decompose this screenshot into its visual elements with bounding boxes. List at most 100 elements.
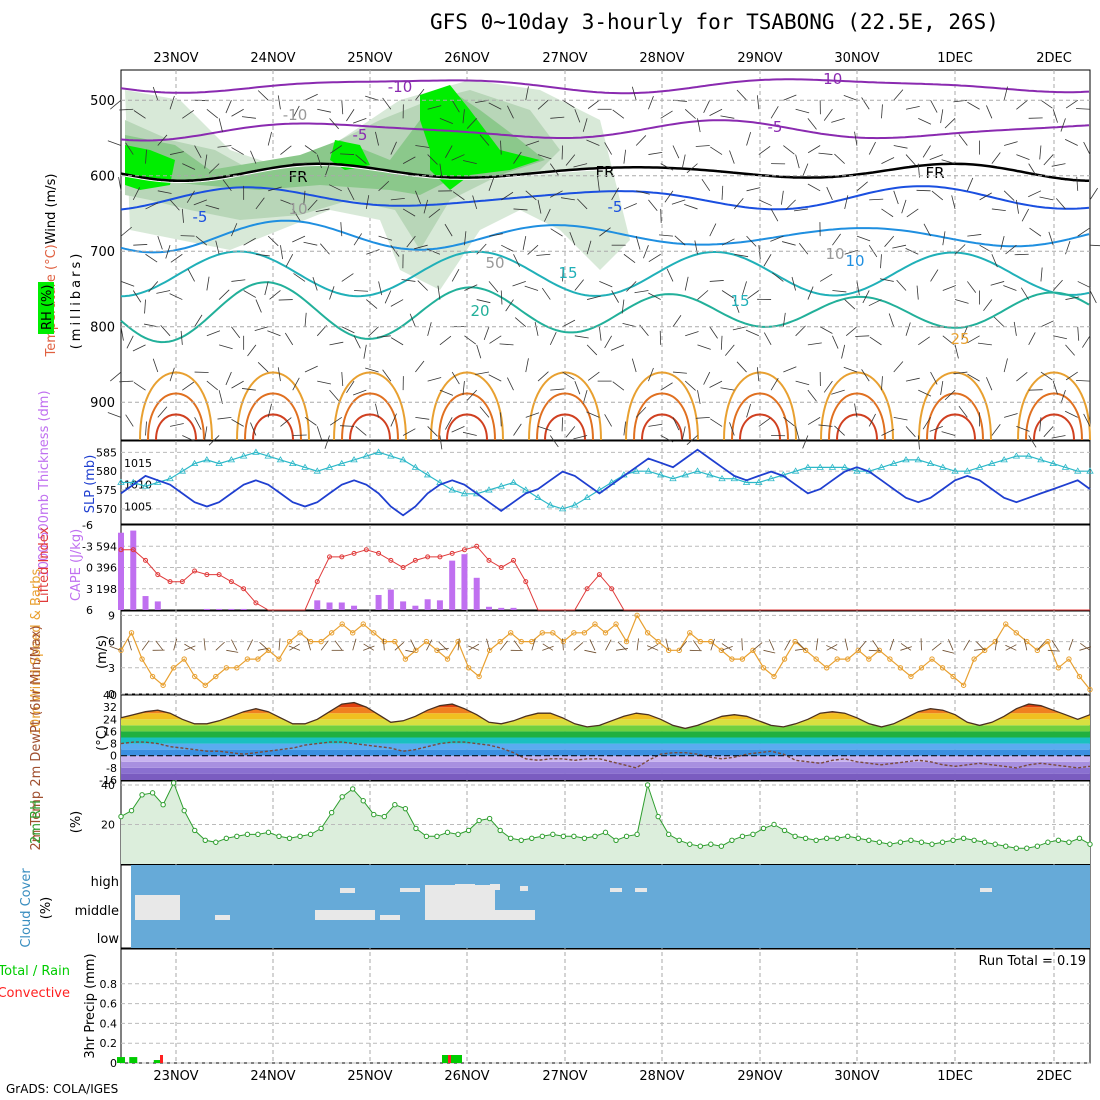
li-point	[143, 557, 149, 563]
wind-barb	[1040, 371, 1053, 381]
wind-barb	[685, 331, 699, 337]
date-label-bottom: 24NOV	[250, 1069, 295, 1084]
wind-barb	[905, 247, 919, 255]
rh-point	[560, 833, 567, 840]
wind-barb	[537, 99, 549, 110]
thickness-point	[289, 459, 297, 467]
wind-barb	[1040, 320, 1054, 328]
wind-barb	[770, 377, 779, 391]
wind-barb	[486, 638, 491, 651]
wind-barb	[257, 90, 269, 101]
wind-barb	[942, 335, 954, 345]
wind-speed-point	[623, 638, 630, 645]
cape-bar	[142, 596, 149, 610]
wind-barb	[783, 366, 797, 373]
thickness-point	[1074, 467, 1082, 474]
wind-barb	[466, 118, 478, 129]
upper-yunits: (millibars)	[69, 251, 84, 350]
wind-barb	[807, 118, 817, 130]
rh-point	[444, 829, 451, 836]
wind-speed-point	[971, 656, 977, 662]
thickness-point	[632, 467, 640, 474]
wind-barb	[292, 235, 306, 243]
contour-label: 20	[470, 302, 489, 320]
temp-band	[121, 749, 1090, 756]
wind-barb	[872, 640, 880, 651]
wind-barb	[264, 281, 269, 296]
wind-barb	[259, 641, 269, 651]
wind-barb	[1060, 390, 1066, 404]
wind-barb	[736, 89, 747, 101]
wind-barb	[905, 322, 911, 336]
wind-barb	[854, 131, 858, 146]
date-label-top: 30NOV	[834, 51, 879, 66]
rh-point	[255, 831, 261, 838]
wind-barb	[795, 325, 806, 337]
rh-point	[581, 835, 588, 842]
wind-barb	[390, 141, 397, 155]
precip-ylabel: 3hr Precip (mm)	[83, 953, 98, 1058]
wind-barb	[977, 342, 992, 346]
wind-barb	[1083, 141, 1091, 155]
rh-point	[476, 817, 482, 824]
wind-barb	[525, 190, 537, 201]
wind-barb	[758, 199, 772, 206]
li-point	[192, 568, 198, 574]
wind-barb	[525, 412, 540, 418]
date-label-bottom: 1DEC	[937, 1069, 973, 1084]
rh-point	[160, 802, 166, 808]
wind-barb	[1023, 638, 1028, 651]
wind-barb	[353, 117, 367, 124]
thickness-point	[141, 482, 150, 489]
wind-barb	[893, 89, 904, 101]
wind-barb	[674, 235, 686, 246]
wind-barb	[710, 146, 723, 155]
wind-barb	[967, 335, 980, 344]
wind-barb	[869, 198, 884, 201]
wind-barb	[215, 641, 225, 651]
wind-barb	[499, 343, 514, 346]
convective-bar	[448, 1055, 451, 1063]
wind-barb	[854, 403, 858, 418]
wind-speed-point	[234, 665, 240, 671]
rh-point	[708, 841, 714, 847]
wind-barb	[165, 245, 171, 259]
temp-contour	[236, 371, 310, 441]
wind-barb	[770, 235, 784, 242]
wind-barb	[720, 115, 735, 119]
wind-speed-point	[929, 656, 935, 662]
wind-barb	[954, 344, 959, 359]
li-point	[461, 547, 467, 553]
wind-barb	[861, 97, 870, 110]
wind-barb	[562, 638, 564, 651]
li-point	[179, 579, 185, 585]
wind-barb	[513, 640, 522, 651]
wind-barb	[1089, 187, 1098, 201]
wind-barb	[597, 176, 600, 191]
wind-barb	[402, 156, 416, 164]
wind-barb	[169, 199, 180, 211]
wind-barb	[444, 223, 453, 237]
temp-band	[121, 702, 1090, 708]
wind-barb	[660, 110, 673, 119]
temp-contour	[120, 219, 1090, 254]
wind-barb	[366, 249, 380, 255]
wind-barb	[893, 190, 899, 205]
thickness-point	[1049, 459, 1057, 467]
temp-tick: -8	[106, 762, 117, 775]
wind-barb	[868, 299, 882, 307]
wind-barb	[439, 389, 454, 396]
wind-speed-point	[192, 673, 198, 680]
wind-barb	[1052, 380, 1058, 395]
wind-speed-point	[950, 673, 956, 680]
cloud-patch	[400, 888, 420, 892]
temp-band	[121, 725, 1090, 732]
wind-barb	[169, 151, 184, 155]
thickness-point	[840, 463, 849, 470]
rh-point	[465, 827, 472, 834]
wind-barb	[341, 372, 344, 387]
rh-point	[1087, 841, 1093, 847]
wind-barb	[648, 367, 654, 382]
wind-barb	[428, 208, 441, 218]
contour-label: -5	[193, 208, 208, 226]
